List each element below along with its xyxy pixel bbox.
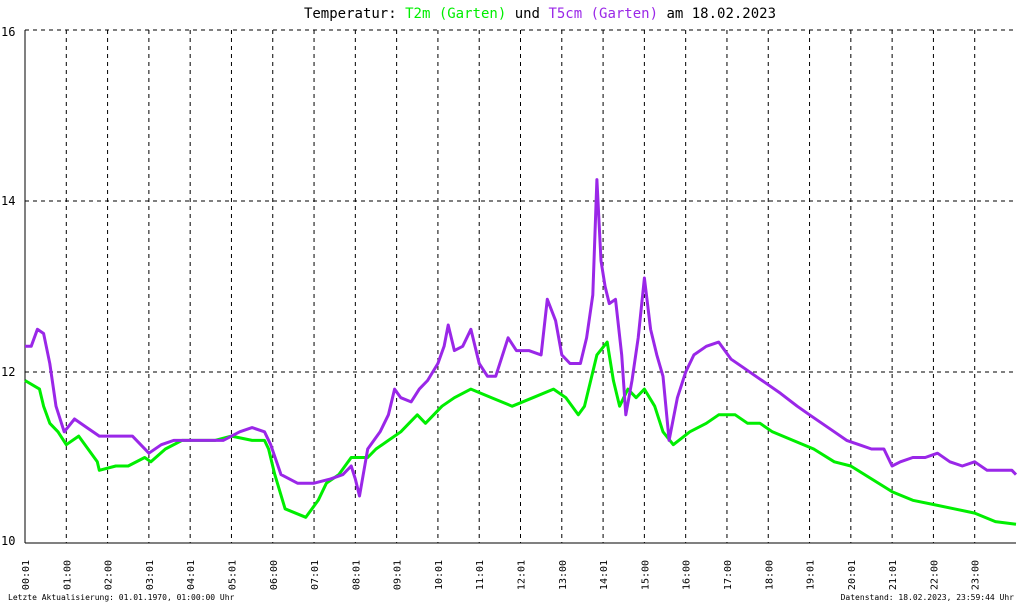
footer-data-status: Datenstand: 18.02.2023, 23:59:44 Uhr [840, 593, 1014, 602]
x-tick-label: 04:01 [186, 560, 197, 590]
x-tick-label: 10:01 [434, 560, 445, 590]
title-middle: und [515, 6, 540, 22]
x-tick-label: 16:00 [682, 560, 693, 590]
x-tick-label: 09:01 [393, 560, 404, 590]
series-layer [24, 178, 1018, 526]
y-tick-labels: 10 12 14 16 [1, 25, 15, 548]
x-tick-label: 07:01 [310, 560, 321, 590]
chart-title: Temperatur: T2m (Garten) und T5cm (Garte… [304, 6, 776, 22]
x-tick-label: 02:00 [104, 560, 115, 590]
x-tick-label: 14:01 [599, 560, 610, 590]
x-tick-label: 01:00 [62, 560, 73, 590]
x-tick-label: 08:01 [351, 560, 362, 590]
x-tick-label: 15:00 [640, 560, 651, 590]
footer-last-update: Letzte Aktualisierung: 01.01.1970, 01:00… [8, 593, 235, 602]
x-tick-label: 00:01 [21, 560, 32, 590]
x-tick-label: 19:01 [806, 560, 817, 590]
title-series-t2m: T2m (Garten) [405, 6, 506, 22]
series-line-t5cm [25, 178, 1018, 498]
title-prefix: Temperatur: [304, 6, 397, 22]
series-line-t2m [24, 340, 1017, 526]
x-tick-label: 18:00 [764, 560, 775, 590]
x-tick-label: 23:00 [971, 560, 982, 590]
y-tick-label: 16 [1, 25, 15, 39]
x-tick-label: 12:01 [517, 560, 528, 590]
x-tick-label: 05:01 [227, 560, 238, 590]
x-tick-label: 06:00 [269, 560, 280, 590]
x-tick-labels: 00:01 01:00 02:00 03:01 04:01 05:01 06:00 07:01… [21, 560, 982, 590]
y-tick-label: 10 [1, 534, 15, 548]
x-tick-label: 13:00 [558, 560, 569, 590]
x-tick-label: 20:01 [847, 560, 858, 590]
y-tick-label: 12 [1, 365, 15, 379]
title-series-t5cm: T5cm (Garten) [548, 6, 658, 22]
y-tick-label: 14 [1, 194, 15, 208]
x-tick-label: 21:01 [888, 560, 899, 590]
title-suffix: am 18.02.2023 [666, 6, 776, 22]
plot-frame [24, 30, 1016, 544]
x-tick-label: 22:00 [929, 560, 940, 590]
x-tick-label: 17:00 [723, 560, 734, 590]
x-tick-label: 11:01 [475, 560, 486, 590]
x-tick-label: 03:01 [145, 560, 156, 590]
